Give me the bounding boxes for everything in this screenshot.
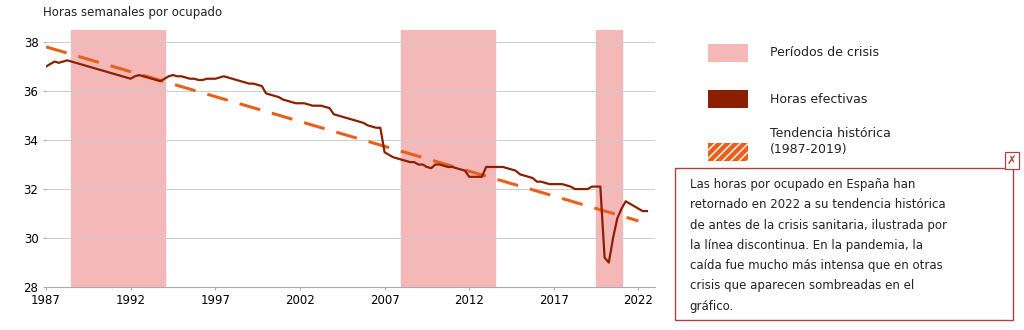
Text: Las horas por ocupado en España han: Las horas por ocupado en España han xyxy=(689,178,914,191)
Text: de antes de la crisis sanitaria, ilustrada por: de antes de la crisis sanitaria, ilustra… xyxy=(689,219,946,232)
Text: crisis que aparecen sombreadas en el: crisis que aparecen sombreadas en el xyxy=(689,280,913,292)
Bar xyxy=(401,30,495,287)
FancyBboxPatch shape xyxy=(675,168,1013,320)
Text: Horas efectivas: Horas efectivas xyxy=(770,92,867,106)
FancyBboxPatch shape xyxy=(708,143,748,161)
Text: Tendencia histórica
(1987-2019): Tendencia histórica (1987-2019) xyxy=(770,127,891,156)
Text: gráfico.: gráfico. xyxy=(689,300,734,313)
FancyBboxPatch shape xyxy=(708,90,748,108)
Text: ✗: ✗ xyxy=(1007,154,1017,167)
Text: retornado en 2022 a su tendencia histórica: retornado en 2022 a su tendencia históri… xyxy=(689,198,945,212)
FancyBboxPatch shape xyxy=(708,44,748,62)
Text: Períodos de crisis: Períodos de crisis xyxy=(770,46,879,59)
Text: Horas semanales por ocupado: Horas semanales por ocupado xyxy=(43,6,222,19)
Text: caída fue mucho más intensa que en otras: caída fue mucho más intensa que en otras xyxy=(689,259,942,272)
Bar xyxy=(596,30,622,287)
Text: la línea discontinua. En la pandemia, la: la línea discontinua. En la pandemia, la xyxy=(689,239,923,252)
Bar xyxy=(72,30,165,287)
